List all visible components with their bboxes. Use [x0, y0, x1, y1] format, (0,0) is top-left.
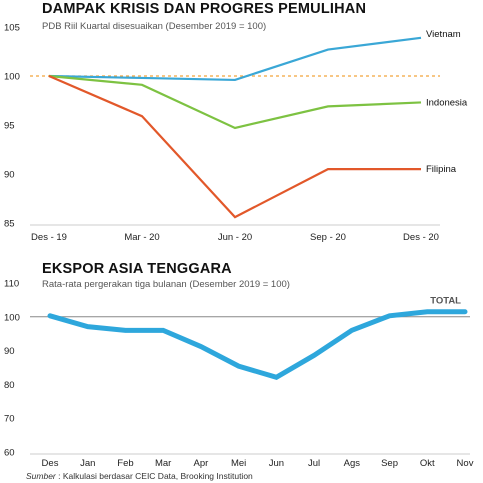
chart1-x-tick: Des - 20 — [403, 232, 439, 243]
chart1-x-tick: Sep - 20 — [310, 232, 346, 243]
chart2-x-tick: Jan — [80, 458, 95, 469]
series-line-indonesia — [48, 74, 422, 130]
chart2-x-tick: Apr — [194, 458, 209, 469]
series-line-total — [47, 309, 468, 381]
chart2-y-tick: 110 — [4, 279, 19, 290]
chart2-x-tick: Feb — [117, 458, 133, 469]
chart1-x-tick: Des - 19 — [31, 232, 67, 243]
chart1-x-tick: Mar - 20 — [124, 232, 159, 243]
source-label: Sumber — [26, 471, 57, 481]
series-line-vietnam — [48, 36, 422, 82]
chart2-x-tick: Mei — [231, 458, 246, 469]
chart2-subtitle: Rata-rata pergerakan tiga bulanan (Desem… — [42, 279, 290, 290]
chart2-x-tick: Mar — [155, 458, 171, 469]
chart1-y-tick: 85 — [4, 219, 15, 230]
series-label-total: TOTAL — [430, 296, 461, 307]
chart1-title: DAMPAK KRISIS DAN PROGRES PEMULIHAN — [42, 1, 366, 17]
chart2-plot: 60 70 80 90 100 110 Des Jan Feb Mar Apr Mei Jun Jul Ag… — [4, 279, 474, 470]
chart2-title: EKSPOR ASIA TENGGARA — [42, 261, 232, 277]
chart2-y-tick: 60 — [4, 448, 15, 459]
chart1-y-tick: 100 — [4, 72, 20, 83]
series-line-filipina — [48, 74, 421, 219]
source-note: Sumber : Kalkulasi berdasar CEIC Data, B… — [26, 471, 253, 481]
chart2-x-tick: Des — [42, 458, 59, 469]
chart2-y-tick: 70 — [4, 414, 15, 425]
chart1-y-tick: 95 — [4, 121, 15, 132]
series-label-indonesia: Indonesia — [426, 97, 468, 108]
chart1-y-tick: 90 — [4, 170, 15, 181]
source-text: : Kalkulasi berdasar CEIC Data, Brooking… — [56, 471, 253, 481]
chart2-x-tick: Nov — [457, 458, 474, 469]
chart2-x-tick: Okt — [420, 458, 435, 469]
chart1-plot: 85 90 95 100 105 Des - 19 Mar - 20 Jun - 20 Sep … — [4, 23, 468, 244]
chart1-subtitle: PDB Riil Kuartal disesuaikan (Desember 2… — [42, 21, 266, 32]
chart2-x-tick: Jul — [308, 458, 320, 469]
series-label-vietnam: Vietnam — [426, 29, 461, 40]
chart2-y-tick: 80 — [4, 380, 15, 391]
chart2-x-tick: Sep — [381, 458, 398, 469]
chart1-y-tick: 105 — [4, 23, 20, 34]
series-label-filipina: Filipina — [426, 164, 457, 175]
chart2-y-tick: 100 — [4, 312, 20, 323]
chart2-x-tick: Jun — [269, 458, 284, 469]
chart1-x-tick: Jun - 20 — [218, 232, 252, 243]
chart2-x-tick: Ags — [344, 458, 361, 469]
chart2-y-tick: 90 — [4, 346, 15, 357]
